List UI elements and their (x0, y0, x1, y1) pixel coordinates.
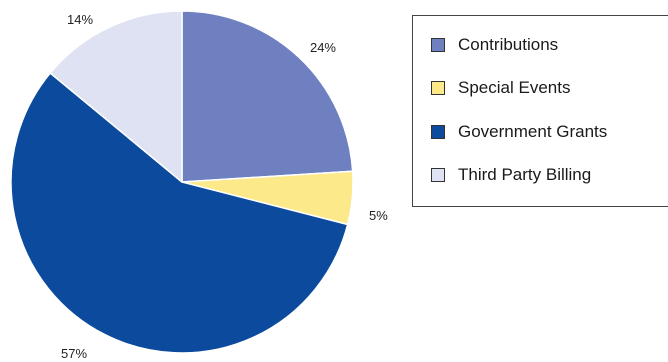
slice-label-government-grants: 57% (61, 346, 87, 361)
legend-label-third-party-billing: Third Party Billing (458, 165, 592, 184)
legend-item-special-events: Special Events (431, 77, 570, 99)
legend-swatch-government-grants (431, 125, 445, 139)
legend-swatch-contributions (431, 38, 445, 52)
slice-label-special-events: 5% (369, 208, 388, 223)
pie-slice-third-party-billing (49, 10, 183, 183)
pie-slice-government-grants (10, 72, 349, 354)
legend-label-special-events: Special Events (458, 78, 571, 97)
pie-slices (10, 10, 354, 354)
legend-item-third-party-billing: Third Party Billing (431, 164, 591, 186)
legend-item-contributions: Contributions (431, 34, 558, 56)
pie-slice-contributions (181, 10, 354, 183)
legend-label-contributions: Contributions (458, 35, 559, 54)
legend-label-government-grants: Government Grants (458, 122, 608, 141)
slice-label-third-party-billing: 14% (67, 12, 93, 27)
legend-swatch-third-party-billing (431, 168, 445, 182)
legend-swatch-special-events (431, 81, 445, 95)
legend: Contributions Special Events Government … (412, 15, 668, 207)
legend-item-government-grants: Government Grants (431, 121, 607, 143)
slice-percent-labels: 24% 5% 57% 14% (61, 12, 388, 361)
slice-label-contributions: 24% (310, 40, 336, 55)
